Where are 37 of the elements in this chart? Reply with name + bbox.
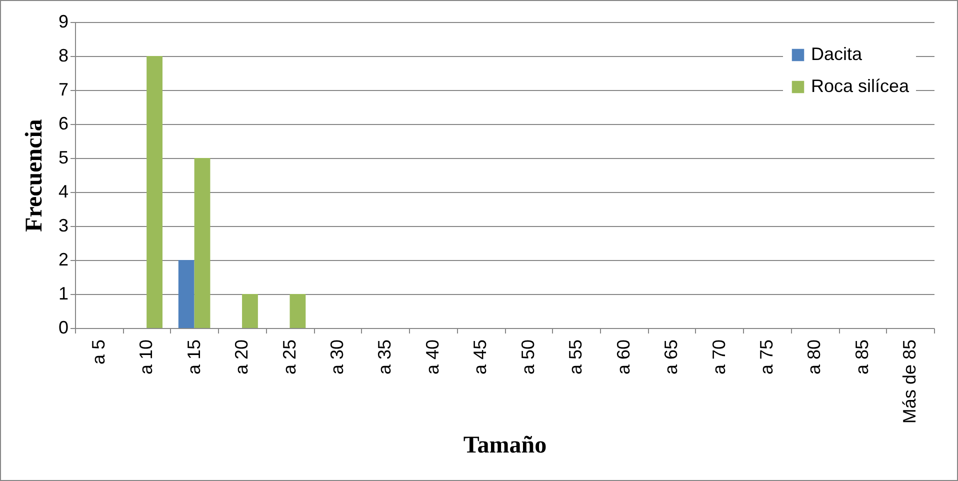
x-tick-label: a 15 (184, 340, 204, 375)
bar (178, 260, 194, 328)
x-tick-label: a 30 (326, 340, 347, 375)
x-tick-label: a 80 (804, 340, 824, 375)
bar (146, 56, 162, 328)
x-tick-label: a 70 (708, 340, 729, 375)
x-tick-label: a 10 (136, 340, 156, 375)
y-tick-label: 0 (58, 318, 68, 338)
y-tick-label: 8 (58, 46, 68, 66)
y-tick-label: 1 (58, 284, 68, 304)
y-tick-label: 5 (58, 148, 68, 168)
bar (194, 158, 210, 328)
y-tick-label: 9 (58, 12, 68, 32)
y-axis-title: Frecuencia (21, 119, 48, 232)
x-tick-label: a 50 (518, 340, 538, 375)
y-tick-label: 6 (58, 114, 68, 134)
x-tick-label: a 35 (374, 340, 395, 375)
y-tick-label: 7 (58, 80, 68, 100)
x-tick-label: a 45 (470, 340, 490, 375)
x-tick-label: a 25 (279, 340, 300, 375)
x-tick-label: a 55 (566, 340, 586, 375)
y-tick-label: 2 (58, 250, 68, 270)
x-tick-label: a 40 (422, 340, 442, 375)
y-tick-label: 4 (58, 182, 68, 202)
x-axis-title: Tamaño (463, 432, 547, 459)
x-tick-label: a 85 (852, 340, 872, 375)
bar (290, 294, 306, 328)
x-tick-label: Más de 85 (900, 340, 920, 424)
x-tick-label: a 60 (613, 340, 634, 375)
legend-label: Roca silícea (811, 76, 910, 96)
x-tick-label: a 75 (756, 340, 776, 375)
x-tick-label: a 5 (88, 340, 108, 365)
bar (242, 294, 258, 328)
x-tick-label: a 20 (232, 340, 252, 375)
legend-label: Dacita (811, 44, 864, 64)
y-tick-label: 3 (58, 216, 68, 236)
x-tick-label: a 65 (661, 340, 682, 375)
